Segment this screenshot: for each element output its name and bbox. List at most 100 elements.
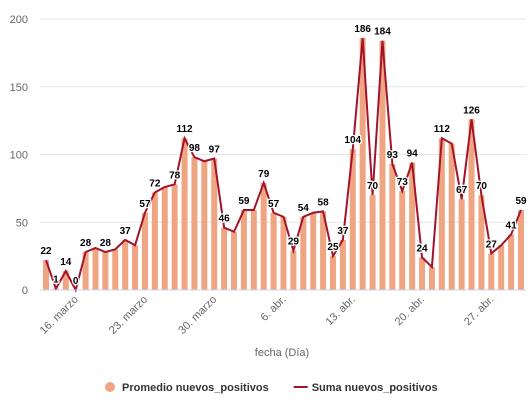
- data-label: 29: [288, 237, 300, 248]
- data-label: 28: [80, 238, 92, 249]
- bar: [260, 182, 267, 290]
- x-tick-label: 13. abr.: [323, 294, 357, 328]
- bar: [231, 231, 238, 290]
- data-label: 126: [463, 105, 480, 116]
- bar: [399, 191, 406, 290]
- bar: [389, 163, 396, 290]
- data-label: 94: [407, 149, 419, 160]
- legend-symbol: [105, 382, 115, 392]
- data-label: 37: [120, 226, 132, 237]
- x-tick-label: 6. abr.: [259, 294, 289, 324]
- bar: [349, 149, 356, 290]
- x-tick-label: 23. marzo: [107, 294, 150, 337]
- bar: [122, 239, 129, 290]
- data-label: 186: [354, 24, 371, 35]
- y-tick-label: 150: [10, 82, 28, 94]
- bar: [250, 210, 257, 290]
- bar: [181, 138, 188, 290]
- bar: [478, 195, 485, 290]
- bar: [240, 210, 247, 290]
- data-label: 79: [258, 169, 270, 180]
- bar: [369, 195, 376, 290]
- bar: [508, 234, 515, 290]
- bar: [300, 216, 307, 290]
- bar: [141, 212, 148, 290]
- data-label: 70: [476, 181, 488, 192]
- bar: [112, 249, 119, 290]
- bar: [92, 247, 99, 290]
- data-label: 72: [149, 178, 161, 189]
- data-label: 58: [318, 197, 330, 208]
- data-label: 70: [367, 181, 379, 192]
- data-label: 41: [506, 220, 518, 231]
- x-tick-label: 20. abr.: [393, 294, 427, 328]
- bar: [310, 212, 317, 290]
- data-label: 98: [189, 143, 201, 154]
- data-label: 57: [268, 199, 280, 210]
- bar: [290, 250, 297, 290]
- bar: [458, 199, 465, 290]
- bar: [161, 187, 168, 290]
- data-label: 67: [456, 185, 468, 196]
- data-label: 104: [344, 135, 361, 146]
- x-tick-label: 27. abr.: [462, 294, 496, 328]
- data-label: 46: [219, 214, 231, 225]
- bar: [428, 266, 435, 290]
- bar: [62, 271, 69, 290]
- data-label: 78: [169, 170, 181, 181]
- data-label: 27: [486, 239, 498, 250]
- x-axis-label: fecha (Día): [255, 347, 309, 359]
- y-tick-label: 50: [16, 217, 28, 229]
- data-label: 24: [416, 243, 428, 254]
- y-tick-label: 0: [22, 285, 28, 297]
- bar: [280, 216, 287, 290]
- bar: [498, 245, 505, 290]
- x-tick-label: 16. marzo: [38, 294, 81, 337]
- data-label: 97: [209, 145, 221, 156]
- data-label: 0: [73, 276, 79, 287]
- data-label: 37: [337, 226, 349, 237]
- bar: [221, 227, 228, 290]
- line: [45, 37, 522, 293]
- data-label: 59: [238, 196, 250, 207]
- data-label: 22: [40, 246, 52, 257]
- y-tick-label: 200: [10, 14, 28, 26]
- bar: [43, 260, 49, 290]
- bar: [329, 256, 336, 290]
- y-tick-label: 100: [10, 150, 28, 162]
- data-label: 112: [176, 124, 193, 135]
- bar: [438, 138, 445, 290]
- bar: [270, 212, 277, 290]
- bar: [448, 143, 455, 290]
- bar: [211, 158, 218, 290]
- bar: [82, 252, 89, 290]
- bar: [419, 257, 426, 290]
- data-label: 25: [327, 242, 339, 253]
- data-label: 57: [139, 199, 151, 210]
- legend-label: Promedio nuevos_positivos: [122, 382, 269, 394]
- bar: [379, 40, 386, 291]
- data-label: 93: [387, 150, 399, 161]
- bar: [359, 37, 366, 290]
- bar: [132, 245, 139, 290]
- bar: [151, 192, 158, 290]
- bar: [409, 162, 416, 290]
- data-label: 184: [374, 27, 391, 38]
- bar: [171, 184, 178, 290]
- bar: [201, 161, 208, 290]
- data-label: 14: [60, 257, 72, 268]
- bar: [320, 211, 327, 290]
- bar: [468, 119, 475, 291]
- data-label: 54: [298, 203, 310, 214]
- bar: [488, 253, 495, 290]
- bar: [191, 157, 198, 290]
- data-label: 1: [53, 275, 59, 286]
- x-tick-label: 30. marzo: [176, 294, 219, 337]
- data-label: 73: [397, 177, 409, 188]
- bar: [102, 252, 109, 290]
- data-label: 112: [434, 124, 451, 135]
- data-label: 59: [515, 196, 527, 207]
- legend-label: Suma nuevos_positivos: [312, 382, 438, 394]
- bar: [339, 239, 346, 290]
